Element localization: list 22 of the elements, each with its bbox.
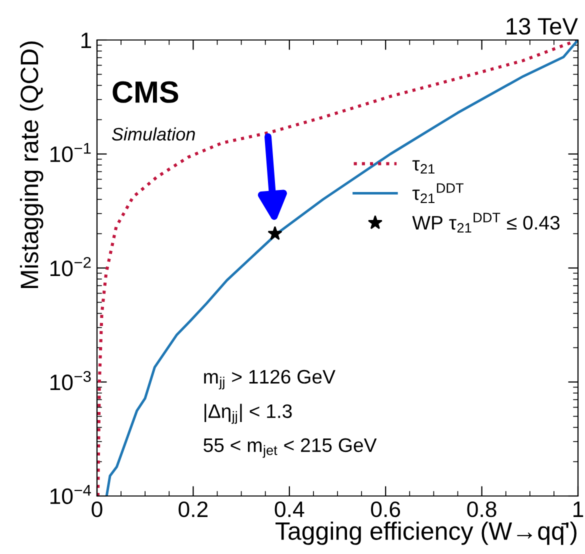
annotation: m$_{jj}$ > 1126 GeV bbox=[204, 370, 336, 390]
annotation: 55 < m$_{jet}$ < 215 GeV bbox=[204, 438, 377, 458]
y-tick-label: 1 bbox=[81, 32, 92, 48]
x-tick-label: 1 bbox=[574, 502, 584, 517]
y-tick-label: 10$^{−1}$ bbox=[50, 142, 91, 162]
chart-title: 13 TeV bbox=[506, 18, 578, 35]
legend-label: τ$_{21}$$^{DDT}$ bbox=[412, 183, 464, 203]
legend-label: τ$_{21}$ bbox=[412, 160, 434, 174]
x-tick-label: 0.8 bbox=[467, 501, 496, 518]
annotation: |Δη$_{jj}$| < 1.3 bbox=[204, 404, 292, 424]
y-axis-title: Mistagging rate (QCD) bbox=[20, 42, 44, 288]
legend-label: WP τ$_{21}$$^{DDT}$ ≤ 0.43 bbox=[412, 212, 560, 233]
x-tick-label: 0.2 bbox=[178, 501, 208, 518]
y-tick-label: 10$^{−4}$ bbox=[50, 484, 92, 504]
x-tick-label: 0 bbox=[92, 501, 102, 518]
x-tick-label: 0.6 bbox=[371, 501, 400, 518]
annotation: Simulation bbox=[112, 127, 195, 141]
y-tick-label: 10$^{−3}$ bbox=[50, 370, 91, 390]
x-axis-title: Tagging efficiency (W→qq̄') bbox=[276, 522, 576, 545]
x-tick-label: 0.4 bbox=[274, 501, 304, 518]
annotation: CMS bbox=[112, 81, 178, 103]
y-tick-label: 10$^{−2}$ bbox=[50, 256, 91, 276]
